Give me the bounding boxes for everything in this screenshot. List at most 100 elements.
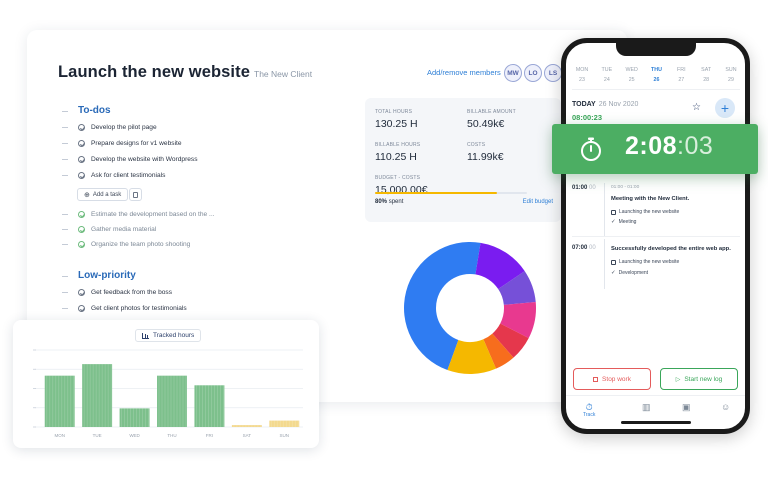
divider <box>572 89 740 90</box>
drag-handle[interactable] <box>62 175 68 176</box>
day-number: 26 <box>653 77 660 83</box>
chart-icon: ▥ <box>642 402 651 412</box>
task-label: Organize the team photo shooting <box>91 241 191 248</box>
drag-handle[interactable] <box>62 127 68 128</box>
drag-handle[interactable] <box>62 229 68 230</box>
task-item[interactable]: Ask for client testimonials <box>78 172 165 179</box>
member-avatar[interactable]: LS <box>544 64 562 82</box>
day-sun[interactable]: SUN 29 <box>723 65 739 85</box>
task-item-done[interactable]: Estimate the development based on the ..… <box>78 211 215 218</box>
donut-slice <box>492 323 529 358</box>
entry-tag-name: Development <box>618 270 649 276</box>
running-timer[interactable]: 2:08:03 <box>552 124 758 174</box>
drag-handle[interactable] <box>62 308 68 309</box>
entry-title[interactable]: Meeting with the New Client. <box>611 196 690 202</box>
bar-sat <box>231 425 262 427</box>
budget-value: 15,000.00€ <box>375 184 428 196</box>
check-icon[interactable] <box>78 226 85 233</box>
check-icon[interactable] <box>78 124 85 131</box>
tab-track[interactable]: ⏱ Track <box>583 402 595 418</box>
bar-wed <box>119 408 150 427</box>
x-tick-label: THU <box>167 433 176 438</box>
day-tue[interactable]: TUE 24 <box>599 65 615 85</box>
day-name: WED <box>625 67 638 73</box>
tab-track-label: Track <box>583 412 596 418</box>
task-label: Estimate the development based on the ..… <box>91 211 215 218</box>
edit-budget-link[interactable]: Edit budget <box>522 199 553 205</box>
day-thu[interactable]: THU 26 <box>648 65 664 85</box>
day-number: 25 <box>628 77 635 83</box>
day-fri[interactable]: FRI 27 <box>673 65 689 85</box>
week-day-selector: MON 23 TUE 24 WED 25 THU 26 FRI 27 SAT 28 SUN 29 <box>574 65 739 85</box>
check-icon[interactable] <box>78 211 85 218</box>
stop-work-label: Stop work <box>602 375 631 383</box>
add-task-label: Add a task <box>92 191 122 198</box>
start-new-log-button[interactable]: ▷ Start new log <box>660 368 738 390</box>
day-wed[interactable]: WED 25 <box>624 65 640 85</box>
task-item-done[interactable]: Gather media material <box>78 226 156 233</box>
add-remove-members-link[interactable]: Add/remove members <box>427 68 501 77</box>
tracked-hours-button[interactable]: Tracked hours <box>135 329 202 342</box>
entry-project-name: Launching the new website <box>619 259 680 265</box>
today-header: TODAY 26 Nov 2020 <box>572 101 638 108</box>
day-name: THU <box>651 67 662 73</box>
check-icon[interactable] <box>78 241 85 248</box>
check-icon: ✓ <box>611 270 616 276</box>
drag-handle[interactable] <box>62 214 68 215</box>
costs-label: COSTS <box>467 142 486 148</box>
entry-tag-name: Meeting <box>618 219 637 225</box>
task-item[interactable]: Develop the pilot page <box>78 124 157 131</box>
tracked-hours-chart: MON TUE WED THU FRI SAT SUN <box>33 349 303 438</box>
task-label: Develop the website with Wordpress <box>91 156 198 163</box>
budget-label: BUDGET - COSTS <box>375 175 421 181</box>
day-name: FRI <box>677 67 686 73</box>
task-item[interactable]: Get client photos for testimonials <box>78 305 187 312</box>
entry-title[interactable]: Successfully developed the entire web ap… <box>611 246 731 252</box>
copy-button[interactable] <box>129 188 142 201</box>
copy-icon <box>133 191 138 198</box>
day-mon[interactable]: MON 23 <box>574 65 590 85</box>
star-icon[interactable]: ☆ <box>692 102 701 113</box>
billable-amount-label: BILLABLE AMOUNT <box>467 109 516 115</box>
member-avatar[interactable]: MW <box>504 64 522 82</box>
divider <box>572 236 740 237</box>
add-entry-button[interactable]: + <box>715 98 735 118</box>
client-name: The New Client <box>254 69 313 79</box>
timer-value: 2:08:03 <box>625 132 713 161</box>
task-item[interactable]: Get feedback from the boss <box>78 289 172 296</box>
check-icon[interactable] <box>78 140 85 147</box>
check-icon[interactable] <box>78 289 85 296</box>
tab-profile[interactable]: ☺ <box>721 402 730 412</box>
task-item[interactable]: Prepare designs for v1 website <box>78 140 182 147</box>
entry-time: 01:00 00 <box>572 185 596 191</box>
day-sat[interactable]: SAT 28 <box>698 65 714 85</box>
tab-projects[interactable]: ▣ <box>682 402 691 412</box>
task-item-done[interactable]: Organize the team photo shooting <box>78 241 190 248</box>
drag-handle[interactable] <box>62 159 68 160</box>
x-tick-label: MON <box>54 433 65 438</box>
drag-handle[interactable] <box>62 143 68 144</box>
member-avatar[interactable]: LO <box>524 64 542 82</box>
check-icon[interactable] <box>78 305 85 312</box>
day-name: TUE <box>601 67 613 73</box>
check-icon[interactable] <box>78 156 85 163</box>
day-name: SAT <box>701 67 712 73</box>
stop-work-button[interactable]: Stop work <box>573 368 651 390</box>
collapse-toggle[interactable] <box>62 276 68 277</box>
tab-reports[interactable]: ▥ <box>642 402 651 412</box>
task-label: Get feedback from the boss <box>91 289 172 296</box>
task-item[interactable]: Develop the website with Wordpress <box>78 156 198 163</box>
home-indicator <box>621 421 691 424</box>
collapse-toggle[interactable] <box>62 111 68 112</box>
check-icon[interactable] <box>78 172 85 179</box>
donut-slice <box>500 302 536 339</box>
entry-time: 07:00 00 <box>572 245 596 251</box>
donut-slice <box>483 333 514 369</box>
drag-handle[interactable] <box>62 292 68 293</box>
add-task-button[interactable]: ⊕ Add a task <box>77 188 129 201</box>
drag-handle[interactable] <box>62 244 68 245</box>
stop-icon <box>593 376 599 382</box>
timer-main: 2:08 <box>625 132 678 160</box>
tracked-hours-label: Tracked hours <box>153 332 195 339</box>
